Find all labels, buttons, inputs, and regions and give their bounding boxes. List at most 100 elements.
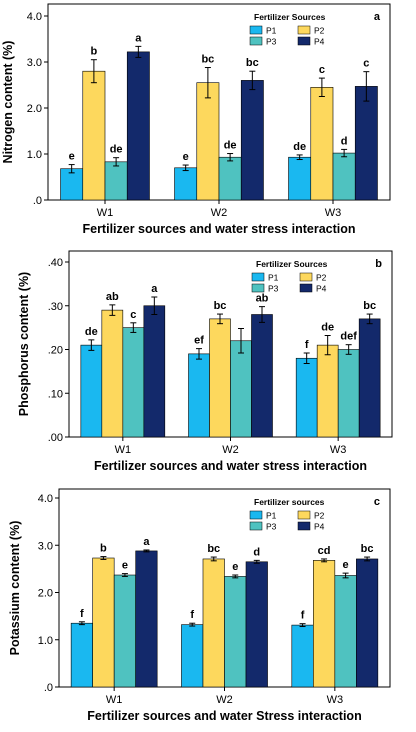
legend-label-p1: P1 [266, 511, 277, 521]
bar-p4-w1 [143, 305, 166, 438]
significance-letter: f [80, 608, 84, 620]
y-tick-label: 2.0 [38, 588, 53, 600]
x-axis-title: Fertilizer sources and water stress inte… [94, 459, 367, 473]
x-axis-title: Fertilizer sources and water Stress inte… [87, 709, 361, 723]
legend-swatch-p4 [299, 283, 313, 293]
y-tick-label: .10 [48, 388, 63, 400]
significance-letter: ef [194, 335, 204, 347]
legend-swatch-p1 [249, 510, 263, 520]
significance-letter: b [91, 46, 98, 58]
panel-label: b [375, 258, 382, 270]
x-tick-label: W2 [222, 444, 239, 456]
significance-letter: de [293, 141, 306, 153]
significance-letter: c [319, 64, 325, 76]
legend-swatch-p3 [251, 283, 265, 293]
legend-title: Fertilizer Sources [254, 12, 326, 22]
legend-swatch-p2 [297, 25, 311, 35]
significance-letter: bc [214, 300, 227, 312]
bar-p4-w2 [240, 80, 264, 201]
legend-swatch-p1 [249, 25, 263, 35]
legend-label-p2: P2 [314, 511, 325, 521]
legend-label-p3: P3 [268, 284, 279, 294]
bar-p3-w1 [113, 574, 136, 688]
bar-p1-w1 [60, 168, 84, 201]
panel-label: c [374, 496, 380, 508]
y-tick-label: .0 [33, 195, 42, 207]
y-tick-label: .00 [48, 432, 63, 444]
significance-letter: de [85, 326, 98, 338]
legend: Fertilizer Sources P1 P2 P3 P4 [251, 259, 328, 294]
chart-panel-b: .00 .10 .20 .30 .40 Phosphorus content (%) Fer… [17, 250, 393, 473]
bar-p2-w2 [202, 558, 225, 688]
significance-letter: e [69, 151, 75, 163]
legend-swatch-p4 [297, 36, 311, 46]
bar-p2-w2 [209, 318, 231, 438]
significance-letter: ab [256, 293, 269, 305]
significance-letter: d [253, 546, 260, 558]
y-tick-label: .0 [44, 682, 53, 694]
legend-label-p4: P4 [316, 284, 327, 294]
bar-p2-w3 [316, 344, 339, 438]
significance-letter: c [130, 309, 136, 321]
legend-swatch-p3 [249, 36, 263, 46]
y-tick-label: 1.0 [38, 635, 53, 647]
legend-label-p4: P4 [314, 522, 325, 532]
bar-p2-w1 [82, 70, 106, 201]
bar-p1-w2 [174, 167, 198, 201]
x-axis-title: Fertilizer sources and water stress inte… [82, 222, 355, 236]
legend: Fertilizer sources P1 P2 P3 P4 [249, 497, 325, 532]
legend-swatch-p2 [297, 510, 311, 520]
bar-p1-w3 [295, 357, 318, 438]
bar-p3-w1 [104, 161, 128, 201]
significance-letter: ab [106, 291, 119, 303]
bar-p3-w2 [218, 156, 242, 201]
legend-title: Fertilizer sources [254, 497, 325, 507]
significance-letter: c [363, 58, 369, 70]
bar-p4-w3 [356, 558, 379, 688]
bar-p4-w2 [251, 314, 273, 438]
bar-p1-w2 [188, 353, 210, 438]
bar-p2-w1 [101, 309, 124, 438]
bar-p1-w1 [80, 344, 103, 438]
chart-panel-c: .0 1.0 2.0 3.0 4.0 Potassium content (%) Ferti… [8, 488, 391, 723]
significance-letter: a [143, 536, 150, 548]
y-tick-label: 4.0 [27, 11, 42, 23]
significance-letter: de [110, 144, 123, 156]
bar-p4-w2 [245, 561, 268, 688]
legend-swatch-p3 [249, 521, 263, 531]
legend-title: Fertilizer Sources [256, 259, 328, 269]
bar-p4-w3 [358, 318, 381, 438]
y-axis-title: Phosphorus content (%) [17, 272, 31, 416]
bar-p2-w1 [92, 557, 115, 688]
significance-letter: bc [207, 543, 220, 555]
y-tick-label: .40 [48, 257, 63, 269]
x-tick-label: W3 [330, 444, 347, 456]
y-tick-label: 4.0 [38, 493, 53, 505]
bar-p4-w1 [135, 550, 158, 688]
chart-panel-a: .0 1.0 2.0 3.0 4.0 Nitrogen content (%) Fertil… [1, 3, 391, 236]
y-tick-label: .30 [48, 301, 63, 313]
x-tick-label: W1 [115, 444, 132, 456]
legend: Fertilizer Sources P1 P2 P3 P4 [249, 12, 326, 47]
x-tick-label: W3 [327, 694, 344, 706]
bar-p2-w3 [310, 87, 334, 201]
significance-letter: e [343, 559, 349, 571]
y-tick-label: 2.0 [27, 103, 42, 115]
legend-label-p2: P2 [314, 26, 325, 36]
significance-letter: bc [246, 57, 259, 69]
significance-letter: e [122, 560, 128, 572]
bar-p4-w1 [126, 51, 150, 201]
significance-letter: de [224, 140, 237, 152]
significance-letter: f [190, 609, 194, 621]
significance-letter: a [151, 283, 158, 295]
significance-letter: f [301, 610, 305, 622]
legend-label-p2: P2 [316, 273, 327, 283]
significance-letter: bc [201, 54, 214, 66]
x-tick-label: W2 [211, 207, 228, 219]
legend-swatch-p1 [251, 272, 265, 282]
bar-p2-w2 [196, 82, 220, 201]
legend-label-p4: P4 [314, 37, 325, 47]
bar-p2-w3 [313, 560, 336, 688]
bar-p3-w1 [122, 327, 145, 438]
